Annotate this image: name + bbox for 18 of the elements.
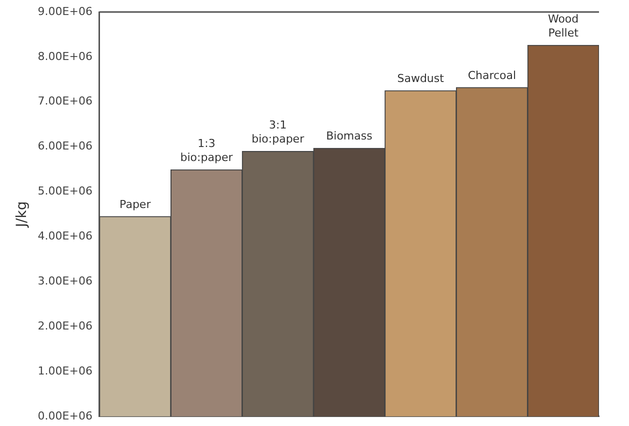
y-tick-label: 5.00E+06	[38, 184, 92, 198]
y-axis-title: J/kg	[14, 201, 30, 228]
y-tick-label: 0.00E+06	[38, 409, 92, 422]
x-tick-label: Biomass	[326, 130, 373, 143]
y-tick-label: 2.00E+06	[38, 319, 92, 332]
x-tick-label: Sawdust	[397, 72, 445, 85]
y-tick-label: 4.00E+06	[38, 230, 92, 243]
y-tick-label: 3.00E+06	[38, 274, 92, 288]
y-tick-label: 1.00E+06	[38, 364, 92, 378]
y-tick-label: 6.00E+06	[38, 140, 92, 153]
x-tick-label: Wood Pellet	[548, 12, 580, 40]
y-tick-label: 8.00E+06	[38, 50, 92, 63]
y-tick-label: 9.00E+06	[38, 4, 92, 18]
x-tick-label: 1:3 bio:paper	[180, 137, 234, 164]
x-tick-label: Paper	[120, 198, 152, 211]
x-tick-label: Charcoal	[468, 68, 516, 82]
x-tick-label: 3:1 bio:paper	[252, 118, 305, 146]
y-tick-label: 7.00E+06	[38, 94, 92, 108]
